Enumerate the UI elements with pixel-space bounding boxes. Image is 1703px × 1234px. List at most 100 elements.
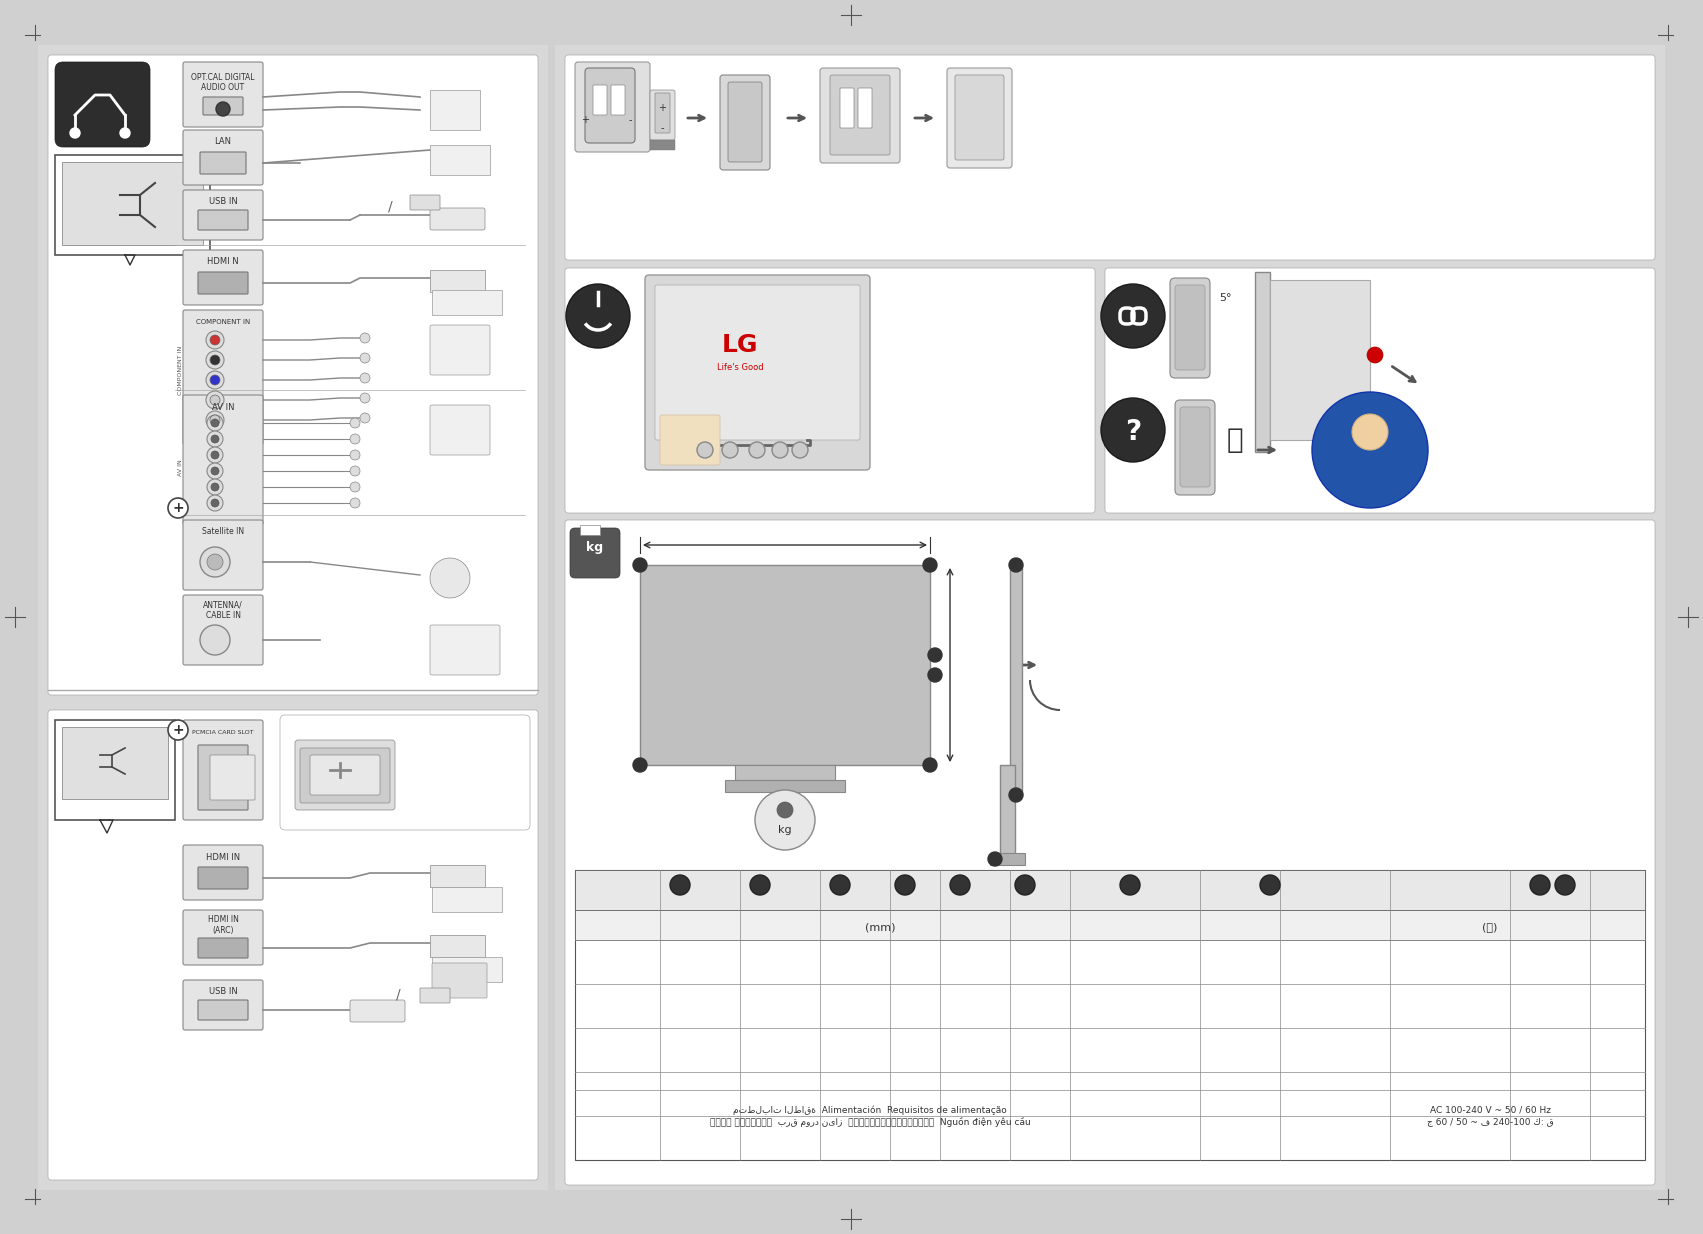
Circle shape xyxy=(359,413,370,423)
Bar xyxy=(736,765,834,780)
Circle shape xyxy=(209,375,220,385)
Circle shape xyxy=(209,415,220,424)
FancyBboxPatch shape xyxy=(645,275,870,470)
FancyBboxPatch shape xyxy=(351,1000,405,1022)
Bar xyxy=(54,719,175,821)
Circle shape xyxy=(988,851,1001,866)
Text: (mm): (mm) xyxy=(865,922,896,932)
Circle shape xyxy=(351,466,359,476)
Text: CABLE IN: CABLE IN xyxy=(206,611,240,619)
FancyBboxPatch shape xyxy=(279,714,530,830)
Text: COMPONENT IN: COMPONENT IN xyxy=(177,346,182,395)
Circle shape xyxy=(1121,875,1139,895)
Circle shape xyxy=(359,392,370,404)
FancyBboxPatch shape xyxy=(198,868,249,888)
Text: +: + xyxy=(581,115,589,125)
Circle shape xyxy=(1260,875,1281,895)
Circle shape xyxy=(1352,413,1388,450)
Circle shape xyxy=(209,334,220,346)
Text: ?: ? xyxy=(1126,418,1141,445)
Text: 5°: 5° xyxy=(1219,292,1231,304)
FancyBboxPatch shape xyxy=(198,938,249,958)
FancyBboxPatch shape xyxy=(586,68,635,143)
Text: HDMI IN: HDMI IN xyxy=(206,853,240,861)
Text: USB IN: USB IN xyxy=(209,197,237,206)
Circle shape xyxy=(119,128,129,138)
FancyBboxPatch shape xyxy=(727,81,761,162)
FancyBboxPatch shape xyxy=(1105,268,1655,513)
Circle shape xyxy=(749,442,765,458)
Circle shape xyxy=(1529,875,1550,895)
Bar xyxy=(1255,271,1270,452)
FancyBboxPatch shape xyxy=(576,62,651,152)
Circle shape xyxy=(634,558,647,573)
Text: (㎏): (㎏) xyxy=(1482,922,1497,932)
Circle shape xyxy=(1102,399,1165,462)
Text: PCMCIA CARD SLOT: PCMCIA CARD SLOT xyxy=(192,729,254,734)
Circle shape xyxy=(923,758,937,772)
Text: ⧗: ⧗ xyxy=(1226,426,1243,454)
Circle shape xyxy=(359,373,370,383)
Text: LG: LG xyxy=(722,333,758,357)
FancyBboxPatch shape xyxy=(182,595,262,665)
Circle shape xyxy=(754,790,816,850)
Bar xyxy=(429,146,490,175)
Circle shape xyxy=(206,371,225,389)
Circle shape xyxy=(208,463,223,479)
FancyBboxPatch shape xyxy=(310,755,380,795)
FancyBboxPatch shape xyxy=(661,415,720,465)
Circle shape xyxy=(211,499,220,507)
Bar xyxy=(1010,565,1022,795)
Text: ANTENNA/: ANTENNA/ xyxy=(203,601,244,610)
FancyBboxPatch shape xyxy=(829,75,891,155)
Circle shape xyxy=(206,350,225,369)
FancyBboxPatch shape xyxy=(593,85,606,115)
Bar xyxy=(54,155,209,255)
FancyBboxPatch shape xyxy=(198,745,249,810)
Circle shape xyxy=(169,719,187,740)
Text: /: / xyxy=(395,988,400,1002)
Bar xyxy=(640,565,930,765)
Circle shape xyxy=(211,450,220,459)
Circle shape xyxy=(565,284,630,348)
Bar xyxy=(37,44,548,1190)
Circle shape xyxy=(211,436,220,443)
Bar xyxy=(555,44,1666,1190)
Bar xyxy=(1270,280,1369,441)
FancyBboxPatch shape xyxy=(198,1000,249,1021)
FancyBboxPatch shape xyxy=(565,268,1095,513)
Circle shape xyxy=(208,479,223,495)
Circle shape xyxy=(206,411,225,429)
Bar xyxy=(576,909,1645,940)
FancyBboxPatch shape xyxy=(840,88,853,128)
Circle shape xyxy=(792,442,807,458)
Text: AV IN: AV IN xyxy=(177,459,182,476)
FancyBboxPatch shape xyxy=(429,624,501,675)
Bar xyxy=(581,524,599,536)
FancyBboxPatch shape xyxy=(656,93,669,133)
Circle shape xyxy=(722,442,737,458)
FancyBboxPatch shape xyxy=(947,68,1012,168)
Circle shape xyxy=(208,431,223,447)
Circle shape xyxy=(216,102,230,116)
Bar xyxy=(433,290,502,315)
FancyBboxPatch shape xyxy=(300,748,390,803)
FancyBboxPatch shape xyxy=(182,310,262,445)
Text: +: + xyxy=(657,102,666,114)
Circle shape xyxy=(697,442,714,458)
Bar xyxy=(725,780,845,792)
Circle shape xyxy=(211,466,220,475)
Circle shape xyxy=(950,875,971,895)
Circle shape xyxy=(1102,284,1165,348)
Bar xyxy=(429,935,485,958)
Text: AV IN: AV IN xyxy=(211,402,235,411)
Text: AC 100-240 V ~ 50 / 60 Hz: AC 100-240 V ~ 50 / 60 Hz xyxy=(1429,1106,1550,1114)
FancyBboxPatch shape xyxy=(429,209,485,230)
FancyBboxPatch shape xyxy=(858,88,872,128)
Circle shape xyxy=(169,499,187,518)
FancyBboxPatch shape xyxy=(198,210,249,230)
FancyBboxPatch shape xyxy=(48,710,538,1180)
FancyBboxPatch shape xyxy=(410,195,439,210)
Text: AUDIO OUT: AUDIO OUT xyxy=(201,83,245,91)
Bar xyxy=(429,270,485,292)
